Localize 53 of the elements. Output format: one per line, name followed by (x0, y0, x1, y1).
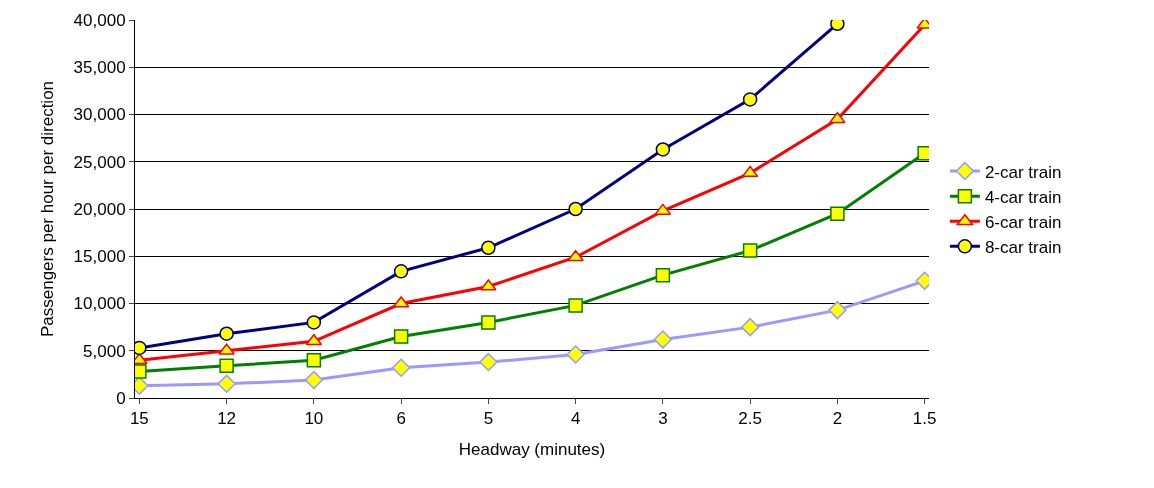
point (218, 343, 235, 355)
legend-label: 6-car train (984, 212, 1062, 232)
point (740, 317, 760, 337)
x-tick-label: 1.5 (912, 409, 937, 429)
y-tick-label: 35,000 (73, 58, 126, 78)
x-tick-label: 12 (217, 409, 237, 429)
point (655, 142, 671, 157)
x-tick-label: 2.5 (738, 409, 762, 429)
legend-label: 2-car train (984, 162, 1062, 182)
y-tick-label: 25,000 (73, 152, 126, 172)
x-tick-label: 2 (832, 409, 843, 429)
x-tick-label: 6 (396, 409, 406, 429)
point (480, 279, 497, 291)
point (655, 267, 671, 283)
point (219, 326, 234, 341)
point (830, 206, 845, 221)
y-tick-label: 0 (116, 388, 126, 408)
point (479, 352, 498, 372)
y-tick-label: 20,000 (73, 199, 126, 219)
x-tick-label: 3 (658, 409, 668, 429)
point (567, 249, 584, 262)
point (481, 240, 496, 255)
y-tick-label: 40,000 (73, 10, 126, 30)
point (219, 358, 234, 374)
y-tick-label: 10,000 (73, 294, 126, 314)
legend-label: 8-car train (984, 237, 1062, 257)
y-tick-label: 15,000 (73, 247, 126, 267)
y-axis-title: Passengers per hour per direction (38, 80, 58, 338)
point (742, 243, 758, 258)
y-tick-label: 5,000 (83, 341, 126, 361)
point (393, 264, 409, 279)
point (306, 352, 322, 368)
point (393, 329, 409, 344)
point (304, 370, 324, 390)
y-tick-label: 30,000 (73, 105, 126, 125)
point (217, 374, 236, 394)
point (653, 330, 673, 349)
x-tick-label: 10 (304, 409, 324, 429)
point (568, 201, 583, 217)
x-tick-label: 4 (570, 409, 581, 429)
x-tick-label: 5 (483, 409, 494, 429)
point (566, 345, 585, 364)
point (741, 165, 759, 178)
x-axis-title: Headway (minutes) (458, 439, 606, 459)
legend-label: 4-car train (984, 187, 1062, 207)
point (829, 111, 846, 124)
x-tick-label: 15 (129, 409, 149, 429)
point (306, 315, 322, 330)
point (742, 92, 758, 107)
point (828, 300, 847, 320)
point (568, 298, 583, 313)
point (391, 358, 411, 377)
point (481, 315, 496, 330)
